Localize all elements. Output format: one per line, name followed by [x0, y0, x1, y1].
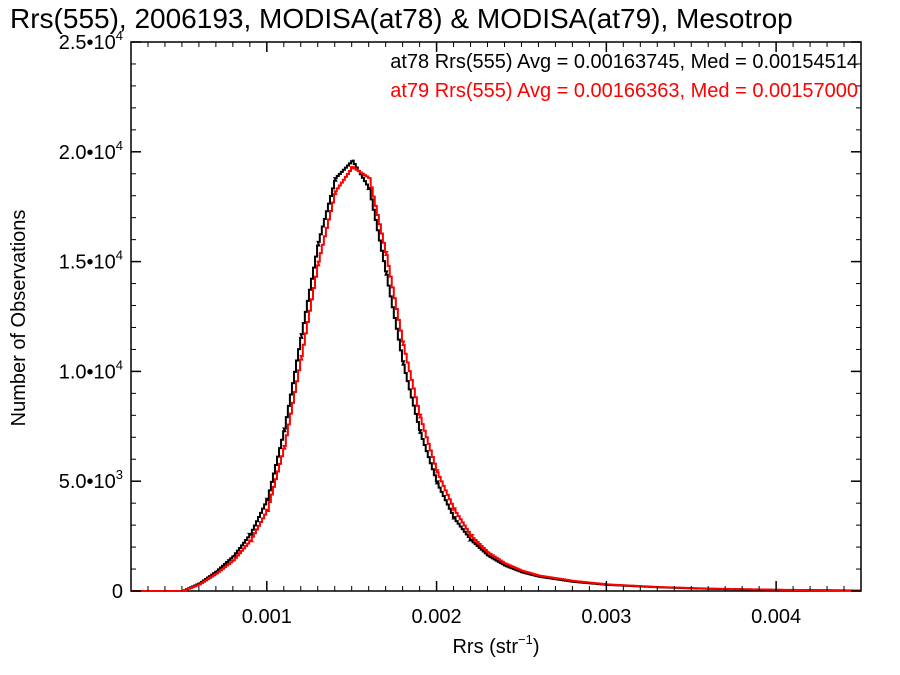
series-at79-line	[131, 166, 861, 592]
y-tick-label: 5.0•103	[59, 467, 123, 493]
x-tick-label: 0.002	[412, 606, 462, 628]
plot-area: 0.001 0.002 0.003 0.004 0 5.0•103 1.0•104 1.5•…	[59, 28, 862, 628]
y-tick-label: 1.0•104	[59, 357, 123, 383]
x-tick-label: 0.004	[751, 606, 801, 628]
x-axis-label-close: )	[533, 636, 540, 658]
annotation-at78: at78 Rrs(555) Avg = 0.00163745, Med = 0.…	[390, 51, 858, 73]
plot-frame	[130, 41, 862, 592]
y-tick-label: 1.5•104	[59, 248, 123, 274]
x-axis: 0.001 0.002 0.003 0.004	[147, 42, 862, 628]
y-tick-label: 2.0•104	[59, 138, 123, 164]
y-axis-label: Number of Observations	[8, 210, 30, 427]
y-axis: 0 5.0•103 1.0•104 1.5•104 2.0•104 2.5•104	[59, 28, 861, 603]
chart-title: Rrs(555), 2006193, MODISA(at78) & MODISA…	[10, 3, 793, 34]
x-axis-label-exponent: −1	[518, 632, 533, 647]
series-layer	[131, 159, 861, 592]
x-axis-label-text: Rrs (str	[452, 636, 518, 658]
x-tick-label: 0.001	[242, 606, 292, 628]
series-at78-line	[131, 159, 861, 592]
y-tick-label: 0	[112, 581, 123, 603]
x-tick-label: 0.003	[581, 606, 631, 628]
x-axis-label: Rrs (str−1)	[452, 632, 539, 658]
y-tick-label: 2.5•104	[59, 28, 123, 54]
annotation-at79: at79 Rrs(555) Avg = 0.00166363, Med = 0.…	[390, 80, 858, 102]
